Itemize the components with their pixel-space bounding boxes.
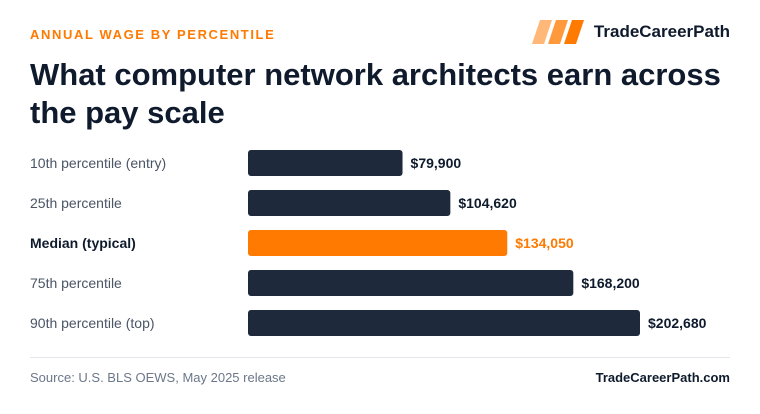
footer-divider: [30, 357, 730, 358]
value-label: $134,050: [515, 235, 574, 251]
category-label: 25th percentile: [30, 195, 122, 211]
value-label: $104,620: [458, 195, 517, 211]
chart-title: What computer network architects earn ac…: [30, 57, 721, 130]
value-label: $168,200: [581, 275, 640, 291]
category-label: Median (typical): [30, 235, 136, 251]
site-link[interactable]: TradeCareerPath.com: [595, 370, 730, 385]
category-label: 75th percentile: [30, 275, 122, 291]
category-label: 90th percentile (top): [30, 315, 155, 331]
bar: [248, 190, 451, 216]
bar: [248, 150, 403, 176]
bar-highlight: [248, 230, 508, 256]
category-label: 10th percentile (entry): [30, 155, 166, 171]
value-label: $202,680: [648, 315, 707, 331]
stripes-logo-icon: [531, 20, 584, 44]
chart-eyebrow: ANNUAL WAGE BY PERCENTILE: [30, 27, 276, 42]
brand-name: TradeCareerPath: [593, 22, 730, 41]
bar: [248, 310, 640, 336]
brand-logo[interactable]: TradeCareerPath: [531, 20, 730, 44]
source-note: Source: U.S. BLS OEWS, May 2025 release: [30, 370, 286, 385]
bar: [248, 270, 574, 296]
value-label: $79,900: [411, 155, 462, 171]
